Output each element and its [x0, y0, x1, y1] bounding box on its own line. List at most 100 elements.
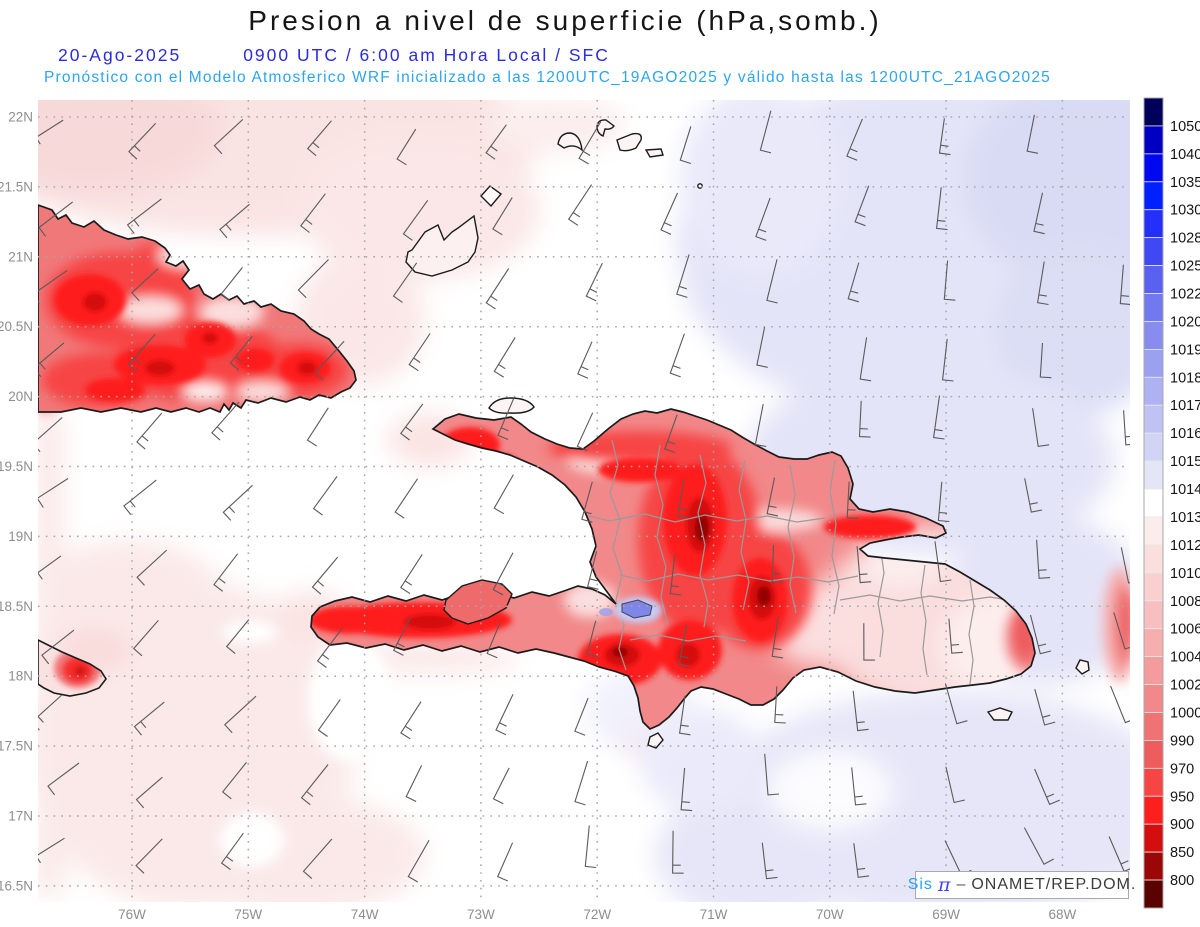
mona-island: [1075, 659, 1090, 675]
wind-barb: [213, 553, 239, 592]
lat-tick-label: 16.5N: [0, 878, 33, 893]
wind-barb: [492, 552, 514, 596]
wind-barb: [300, 193, 326, 233]
lake-azuei: [599, 608, 613, 616]
wind-barb: [486, 621, 501, 659]
wind-barb: [1034, 768, 1060, 806]
lat-tick-label: 21N: [8, 249, 33, 264]
wind-barb: [761, 842, 778, 880]
wind-barb: [669, 333, 685, 378]
colorbar-tick-label: 1050: [1170, 119, 1200, 135]
wind-barb: [934, 541, 952, 583]
wind-barb: [485, 124, 507, 160]
wind-barb: [938, 118, 951, 156]
page-title: Presion a nivel de superficie (hPa,somb.…: [248, 5, 882, 36]
province-boundaries: [533, 439, 1021, 685]
colorbar-segment: [1143, 181, 1164, 211]
wind-barb: [38, 201, 74, 237]
colorbar-segment: [1143, 795, 1164, 825]
wind-barb: [38, 342, 65, 378]
wind-barb: [754, 403, 767, 448]
wind-barb: [492, 767, 510, 805]
wind-barb: [297, 259, 329, 299]
wind-barb: [312, 475, 338, 516]
hispaniola-landmass: [310, 408, 1036, 730]
wind-barb: [1120, 547, 1130, 584]
wind-barb: [943, 260, 956, 301]
wind-barb: [402, 199, 429, 241]
wind-barb: [764, 753, 780, 796]
wind-barb: [38, 417, 63, 453]
pi-icon: π: [937, 873, 952, 896]
wind-barb: [220, 267, 243, 302]
colorbar-tick-label: 1017: [1170, 398, 1200, 414]
wind-barb: [408, 333, 431, 372]
wind-barb: [1039, 342, 1052, 379]
wind-barb: [577, 341, 593, 379]
wind-barb: [136, 549, 168, 586]
colorbar-segment: [1143, 488, 1164, 518]
colorbar-tick-label: 1012: [1170, 538, 1200, 554]
caicos-island-3: [616, 132, 642, 152]
wind-barb: [306, 120, 332, 157]
colorbar-tick-label: 1008: [1170, 594, 1200, 610]
wind-barb: [405, 765, 423, 802]
wind-barb: [759, 110, 772, 154]
colorbar-tick-label: 1016: [1170, 426, 1200, 442]
wind-barb: [132, 619, 159, 657]
caicos-island-2: [596, 119, 615, 137]
lake-enriquillo: [621, 599, 653, 619]
wind-barb: [574, 760, 589, 806]
colorbar-tick-label: 1030: [1170, 203, 1200, 219]
wind-barb: [941, 338, 954, 382]
wind-barb: [1119, 264, 1130, 305]
wind-barb: [1123, 410, 1130, 446]
wind-barb: [400, 701, 422, 740]
lat-tick-label: 19.5N: [0, 459, 33, 474]
pressure-colorbar: 1050 1040 1035 1030 1028 1025 1022 1020 1019 1018…: [1143, 97, 1200, 909]
lon-tick-label: 68W: [1049, 907, 1077, 922]
wind-barb: [846, 481, 859, 519]
great-inagua-island: [405, 214, 479, 277]
date-label: 20-Ago-2025: [58, 45, 182, 65]
wind-barb: [774, 686, 786, 724]
colorbar-tick-label: 1028: [1170, 231, 1200, 247]
colorbar-segment: [1143, 656, 1164, 685]
wind-barb: [131, 268, 159, 302]
colorbar-segment: [1143, 125, 1164, 155]
wind-barb: [576, 412, 594, 452]
wind-barb: [127, 333, 156, 372]
wind-barb: [852, 690, 869, 732]
wind-barb: [766, 477, 779, 517]
wind-barb: [135, 838, 163, 874]
wind-barb: [213, 118, 244, 155]
wind-barb: [856, 545, 872, 584]
wind-barb: [136, 412, 163, 450]
turks-island: [644, 148, 664, 158]
colorbar-segment: [1143, 823, 1164, 853]
beata-island: [647, 732, 664, 749]
lon-tick-label: 71W: [700, 907, 728, 922]
wind-barb: [38, 478, 69, 508]
lat-tick-label: 17.5N: [0, 739, 33, 754]
wind-barb: [392, 262, 418, 303]
colorbar-tick-label: 1020: [1170, 314, 1200, 330]
wind-barb: [578, 121, 602, 165]
watermark-org-label: ONAMET/REP.DOM.: [971, 876, 1137, 893]
wind-barb: [944, 683, 968, 725]
colorbar-tick-label: 1019: [1170, 342, 1200, 358]
axis-labels: 22N 21.5N 21N 20.5N 20N 19.5N 19N 18.5N 18N 17.5N…: [0, 110, 1077, 923]
wind-barb: [220, 832, 244, 871]
wind-barb: [222, 484, 253, 521]
lat-tick-label: 20.5N: [0, 319, 33, 334]
wind-barb: [38, 555, 62, 587]
wind-barb: [1033, 192, 1045, 235]
land-layer: [38, 119, 1090, 749]
wind-barb: [316, 628, 343, 668]
colorbar-segment: [1143, 544, 1164, 574]
lat-tick-label: 22N: [8, 110, 33, 125]
wind-barb: [660, 192, 679, 235]
colorbar-segment: [1143, 321, 1164, 350]
